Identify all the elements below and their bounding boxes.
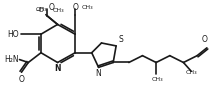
Text: –O: –O xyxy=(36,7,45,13)
Text: O: O xyxy=(49,3,55,12)
Text: O: O xyxy=(19,75,24,84)
Text: CH₃: CH₃ xyxy=(82,5,94,10)
Text: CH₃: CH₃ xyxy=(35,7,47,12)
Text: H₂N: H₂N xyxy=(4,55,19,64)
Text: O: O xyxy=(72,3,78,12)
Text: N: N xyxy=(54,64,61,73)
Text: O: O xyxy=(202,35,208,44)
Text: CH₃: CH₃ xyxy=(185,70,197,75)
Text: CH₃: CH₃ xyxy=(53,8,64,13)
Text: N: N xyxy=(96,69,101,78)
Text: HO: HO xyxy=(7,30,19,39)
Text: S: S xyxy=(118,35,123,44)
Text: CH₃: CH₃ xyxy=(151,77,163,82)
